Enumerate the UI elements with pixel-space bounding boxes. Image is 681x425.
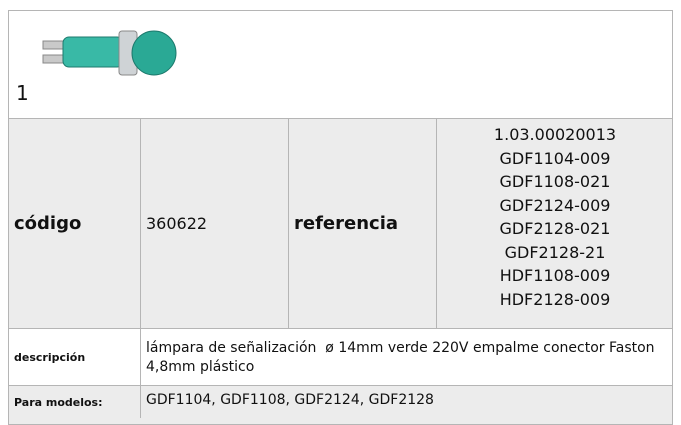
models-row: Para modelos: GDF1104, GDF1108, GDF2124,…: [8, 385, 673, 425]
reference-item: 1.03.00020013: [493, 125, 617, 144]
models-label: Para modelos:: [9, 386, 141, 418]
code-row: código 360622 referencia 1.03.00020013 GD…: [8, 118, 673, 329]
reference-item: GDF2128-21: [504, 242, 606, 262]
reference-item: GDF2124-009: [499, 195, 611, 215]
reference-label: referencia: [289, 119, 437, 328]
description-value: lámpara de señalización ø 14mm verde 220…: [146, 340, 659, 375]
reference-item: HDF1108-009: [499, 266, 611, 285]
item-number: 1: [16, 81, 29, 105]
reference-item: GDF2128-021: [499, 219, 611, 238]
reference-item: HDF2128-009: [499, 289, 611, 309]
reference-item: GDF1108-021: [499, 172, 611, 191]
reference-list: 1.03.00020013 GDF1104-009 GDF1108-021 GDF21…: [437, 123, 673, 311]
product-image: [42, 30, 177, 76]
reference-item: GDF1104-009: [499, 148, 611, 168]
code-value: 360622: [141, 119, 289, 328]
description-label: descripción: [9, 329, 141, 385]
code-label: código: [9, 119, 141, 328]
description-row: descripción lámpara de señalización ø 14…: [8, 328, 673, 386]
models-value: GDF1104, GDF1108, GDF2124, GDF2128: [146, 392, 434, 408]
image-row: 1: [8, 10, 673, 119]
